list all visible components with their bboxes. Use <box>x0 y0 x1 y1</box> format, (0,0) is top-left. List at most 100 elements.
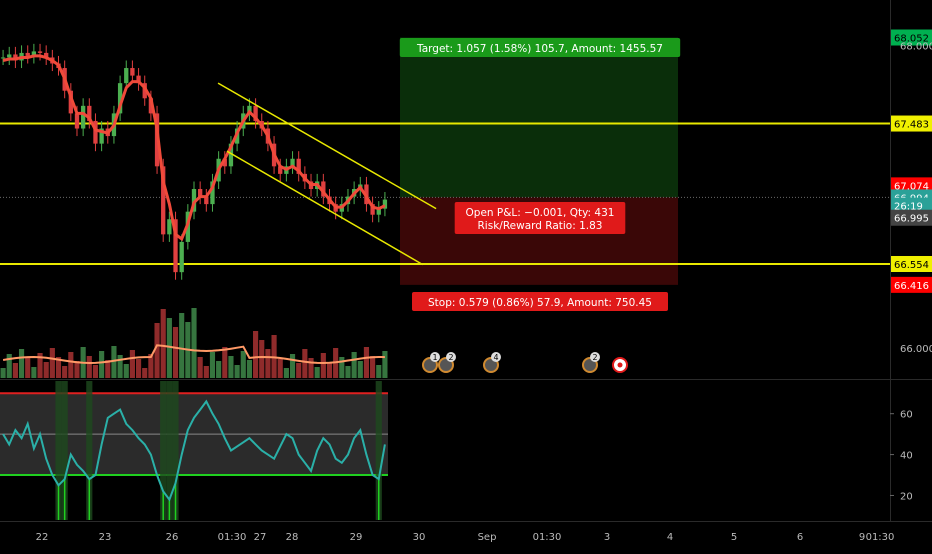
candle-body <box>87 105 92 121</box>
volume-bar <box>345 366 351 378</box>
candle-body <box>74 113 80 129</box>
candle-body <box>93 120 98 144</box>
volume-bar <box>111 346 117 378</box>
event-count: 4 <box>493 353 498 362</box>
open-pnl-label-text: Open P&L: −0.001, Qty: 431 <box>466 207 615 219</box>
candle-body <box>117 83 123 114</box>
volume-bar <box>31 367 37 378</box>
volume-bar <box>166 318 172 378</box>
price-label: 26:19 <box>894 202 923 213</box>
candle-body <box>130 68 135 76</box>
candle-body <box>68 90 73 114</box>
price-label-box <box>891 115 932 132</box>
volume-bar <box>148 354 154 378</box>
volume-bar <box>314 367 320 378</box>
time-tick: 29 <box>350 532 363 543</box>
price-label-box <box>891 276 932 293</box>
time-tick: 26 <box>166 532 179 543</box>
event-count: 2 <box>592 353 597 362</box>
time-tick: 22 <box>36 532 49 543</box>
candle-body <box>321 181 326 197</box>
volume-bar <box>302 349 308 378</box>
candle-body <box>136 75 141 84</box>
time-tick: 01:30 <box>218 532 247 543</box>
volume-bar <box>308 358 314 378</box>
volume-bar <box>18 349 25 378</box>
target-label-text: Target: 1.057 (1.58%) 105.7, Amount: 145… <box>416 43 663 55</box>
candle-body <box>0 57 6 59</box>
volume-bar <box>370 356 376 378</box>
candle-body <box>370 204 375 215</box>
oversold-highlight <box>375 381 382 520</box>
candle-body <box>247 105 252 114</box>
volume-bar <box>234 365 240 378</box>
price-label: 66.416 <box>894 281 929 292</box>
event-badge <box>491 352 501 362</box>
volume-bar <box>203 366 209 378</box>
volume-bar <box>320 353 326 378</box>
volume-bar <box>123 364 129 378</box>
channel-upper-line <box>217 82 437 210</box>
time-tick: 5 <box>731 532 737 543</box>
open-pnl-label-text: Risk/Reward Ratio: 1.83 <box>478 220 603 232</box>
moving-average-line <box>2 54 386 242</box>
candle-body <box>161 166 166 235</box>
candle-body <box>25 52 30 56</box>
time-tick: Sep <box>478 532 497 543</box>
time-tick: 23 <box>99 532 112 543</box>
stop-label-box <box>412 292 668 311</box>
volume-bar <box>277 359 283 378</box>
volume-bar <box>209 352 216 378</box>
candle-body <box>37 51 43 53</box>
volume-bar <box>0 368 6 378</box>
volume-bar <box>86 356 92 378</box>
oversold-highlight <box>172 381 179 520</box>
volume-bar <box>160 309 166 378</box>
volume-bar <box>49 348 55 378</box>
volume-bar <box>43 362 49 378</box>
event-badge <box>590 352 600 362</box>
volume-bar <box>12 363 18 378</box>
event-badge <box>446 352 456 362</box>
price-label-box <box>891 177 932 194</box>
osc-tick: 40 <box>900 451 913 462</box>
volume-bar <box>74 361 80 378</box>
time-tick: 01:30 <box>533 532 562 543</box>
volume-bar <box>382 351 388 378</box>
candle-body <box>167 219 172 235</box>
volume-bar <box>105 360 111 378</box>
event-dot <box>617 362 623 368</box>
candle-body <box>179 241 184 273</box>
candle-body <box>31 51 37 56</box>
time-tick: 01:30 <box>866 532 895 543</box>
time-tick: 27 <box>254 532 267 543</box>
candle-body <box>210 181 215 205</box>
volume-bar <box>216 361 222 378</box>
volume-bar <box>296 363 302 378</box>
candle-body <box>278 166 283 174</box>
volume-bar <box>172 327 179 378</box>
volume-bar <box>253 331 259 378</box>
volume-bar <box>240 351 246 378</box>
volume-bar <box>37 353 43 378</box>
volume-bar <box>339 357 345 378</box>
target-label-box <box>399 38 681 57</box>
time-tick: 3 <box>604 532 610 543</box>
volume-bar <box>363 347 370 378</box>
candle-body <box>191 189 197 212</box>
time-tick: 9 <box>859 532 865 543</box>
price-label: 66.995 <box>894 214 929 225</box>
candle-body <box>376 208 381 215</box>
price-tick: 68.000 <box>900 41 932 52</box>
volume-bar <box>25 358 31 378</box>
price-label: 66.554 <box>894 260 929 271</box>
channel-lower-line <box>226 150 424 266</box>
event-count: 2 <box>448 353 453 362</box>
open-pnl-label-box <box>454 202 626 234</box>
volume-bar <box>228 356 234 378</box>
candle-body <box>290 158 295 167</box>
volume-bar <box>68 352 74 378</box>
candle-body <box>13 54 18 61</box>
